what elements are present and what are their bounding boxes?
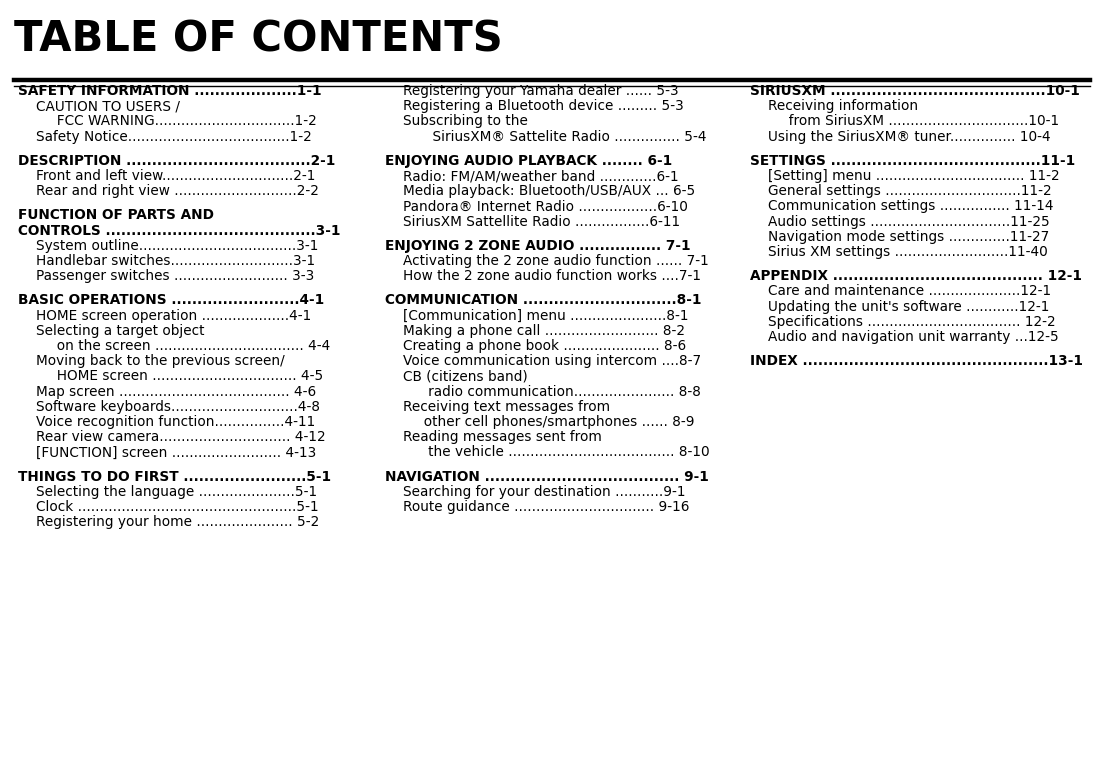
Text: Clock ..................................................5-1: Clock ..................................… bbox=[36, 500, 319, 514]
Text: General settings ...............................11-2: General settings .......................… bbox=[768, 184, 1052, 198]
Text: TABLE OF CONTENTS: TABLE OF CONTENTS bbox=[14, 19, 502, 61]
Text: Safety Notice.....................................1-2: Safety Notice...........................… bbox=[36, 130, 311, 144]
Text: APPENDIX ......................................... 12-1: APPENDIX ...............................… bbox=[750, 269, 1082, 283]
Text: Creating a phone book ...................... 8-6: Creating a phone book ..................… bbox=[403, 339, 686, 353]
Text: NAVIGATION ...................................... 9-1: NAVIGATION .............................… bbox=[385, 470, 709, 484]
Text: COMMUNICATION ..............................8-1: COMMUNICATION ..........................… bbox=[385, 293, 701, 307]
Text: Communication settings ................ 11-14: Communication settings ................ … bbox=[768, 199, 1053, 213]
Text: Receiving information: Receiving information bbox=[768, 99, 919, 113]
Text: DESCRIPTION ....................................2-1: DESCRIPTION ............................… bbox=[18, 154, 336, 168]
Text: Sirius XM settings ..........................11-40: Sirius XM settings .....................… bbox=[768, 245, 1048, 259]
Text: Specifications ................................... 12-2: Specifications .........................… bbox=[768, 315, 1055, 329]
Text: Audio settings ................................11-25: Audio settings .........................… bbox=[768, 215, 1050, 228]
Text: Route guidance ................................ 9-16: Route guidance .........................… bbox=[403, 500, 689, 514]
Text: Software keyboards.............................4-8: Software keyboards......................… bbox=[36, 400, 320, 414]
Text: Registering your home ...................... 5-2: Registering your home ..................… bbox=[36, 515, 319, 529]
Text: SETTINGS .........................................11-1: SETTINGS ...............................… bbox=[750, 154, 1075, 168]
Text: SIRIUSXM ..........................................10-1: SIRIUSXM ...............................… bbox=[750, 84, 1080, 98]
Text: Passenger switches .......................... 3-3: Passenger switches .....................… bbox=[36, 269, 315, 283]
Text: Voice recognition function................4-11: Voice recognition function..............… bbox=[36, 415, 316, 429]
Text: THINGS TO DO FIRST ........................5-1: THINGS TO DO FIRST .....................… bbox=[18, 470, 331, 484]
Text: How the 2 zone audio function works ....7-1: How the 2 zone audio function works ....… bbox=[403, 269, 701, 283]
Text: [Communication] menu ......................8-1: [Communication] menu ...................… bbox=[403, 309, 689, 322]
Text: INDEX ................................................13-1: INDEX ..................................… bbox=[750, 354, 1083, 368]
Text: Using the SiriusXM® tuner............... 10-4: Using the SiriusXM® tuner...............… bbox=[768, 130, 1051, 144]
Text: HOME screen ................................. 4-5: HOME screen ............................… bbox=[47, 370, 323, 384]
Text: [FUNCTION] screen ......................... 4-13: [FUNCTION] screen ......................… bbox=[36, 445, 316, 459]
Text: radio communication....................... 8-8: radio communication.....................… bbox=[415, 384, 701, 399]
Text: Radio: FM/AM/weather band .............6-1: Radio: FM/AM/weather band .............6… bbox=[403, 169, 679, 183]
Text: [Setting] menu .................................. 11-2: [Setting] menu .........................… bbox=[768, 169, 1060, 183]
Text: Navigation mode settings ..............11-27: Navigation mode settings ..............1… bbox=[768, 230, 1049, 244]
Text: the vehicle ...................................... 8-10: the vehicle ............................… bbox=[415, 445, 710, 459]
Text: Front and left view..............................2-1: Front and left view.....................… bbox=[36, 169, 316, 183]
Text: Map screen ....................................... 4-6: Map screen .............................… bbox=[36, 384, 316, 399]
Text: Moving back to the previous screen/: Moving back to the previous screen/ bbox=[36, 354, 285, 368]
Text: ENJOYING 2 ZONE AUDIO ................ 7-1: ENJOYING 2 ZONE AUDIO ................ 7… bbox=[385, 239, 691, 253]
Text: CONTROLS .........................................3-1: CONTROLS ...............................… bbox=[18, 224, 340, 238]
Text: System outline....................................3-1: System outline..........................… bbox=[36, 239, 318, 253]
Text: FCC WARNING................................1-2: FCC WARNING.............................… bbox=[47, 115, 317, 128]
Text: Media playback: Bluetooth/USB/AUX ... 6-5: Media playback: Bluetooth/USB/AUX ... 6-… bbox=[403, 184, 696, 198]
Text: Making a phone call .......................... 8-2: Making a phone call ....................… bbox=[403, 324, 684, 338]
Text: Pandora® Internet Radio ..................6-10: Pandora® Internet Radio ................… bbox=[403, 199, 688, 213]
Text: Subscribing to the: Subscribing to the bbox=[403, 115, 528, 128]
Text: Activating the 2 zone audio function ...... 7-1: Activating the 2 zone audio function ...… bbox=[403, 254, 709, 268]
Text: SAFETY INFORMATION ....................1-1: SAFETY INFORMATION ....................1… bbox=[18, 84, 321, 98]
Text: SiriusXM Sattellite Radio .................6-11: SiriusXM Sattellite Radio ..............… bbox=[403, 215, 680, 228]
Text: Searching for your destination ...........9-1: Searching for your destination .........… bbox=[403, 485, 686, 499]
Text: CAUTION TO USERS /: CAUTION TO USERS / bbox=[36, 99, 180, 113]
Text: Receiving text messages from: Receiving text messages from bbox=[403, 400, 611, 414]
Text: Reading messages sent from: Reading messages sent from bbox=[403, 430, 602, 444]
Text: Handlebar switches............................3-1: Handlebar switches......................… bbox=[36, 254, 315, 268]
Text: other cell phones/smartphones ...... 8-9: other cell phones/smartphones ...... 8-9 bbox=[415, 415, 694, 429]
Text: Updating the unit's software ............12-1: Updating the unit's software ...........… bbox=[768, 299, 1050, 313]
Text: Registering your Yamaha dealer ...... 5-3: Registering your Yamaha dealer ...... 5-… bbox=[403, 84, 679, 98]
Text: Voice communication using intercom ....8-7: Voice communication using intercom ....8… bbox=[403, 354, 701, 368]
Text: Rear view camera.............................. 4-12: Rear view camera........................… bbox=[36, 430, 326, 444]
Text: FUNCTION OF PARTS AND: FUNCTION OF PARTS AND bbox=[18, 209, 214, 222]
Text: on the screen .................................. 4-4: on the screen ..........................… bbox=[47, 339, 330, 353]
Text: SiriusXM® Sattelite Radio ............... 5-4: SiriusXM® Sattelite Radio ..............… bbox=[415, 130, 707, 144]
Text: Selecting a target object: Selecting a target object bbox=[36, 324, 204, 338]
Text: from SiriusXM ................................10-1: from SiriusXM ..........................… bbox=[781, 115, 1059, 128]
Text: Registering a Bluetooth device ......... 5-3: Registering a Bluetooth device .........… bbox=[403, 99, 683, 113]
Text: Rear and right view ............................2-2: Rear and right view ....................… bbox=[36, 184, 319, 198]
Text: HOME screen operation ....................4-1: HOME screen operation ..................… bbox=[36, 309, 311, 322]
Text: ENJOYING AUDIO PLAYBACK ........ 6-1: ENJOYING AUDIO PLAYBACK ........ 6-1 bbox=[385, 154, 672, 168]
Text: Selecting the language ......................5-1: Selecting the language .................… bbox=[36, 485, 317, 499]
Text: BASIC OPERATIONS .........................4-1: BASIC OPERATIONS .......................… bbox=[18, 293, 325, 307]
Text: Audio and navigation unit warranty ...12-5: Audio and navigation unit warranty ...12… bbox=[768, 330, 1059, 344]
Text: CB (citizens band): CB (citizens band) bbox=[403, 370, 528, 384]
Text: Care and maintenance .....................12-1: Care and maintenance ...................… bbox=[768, 284, 1051, 299]
